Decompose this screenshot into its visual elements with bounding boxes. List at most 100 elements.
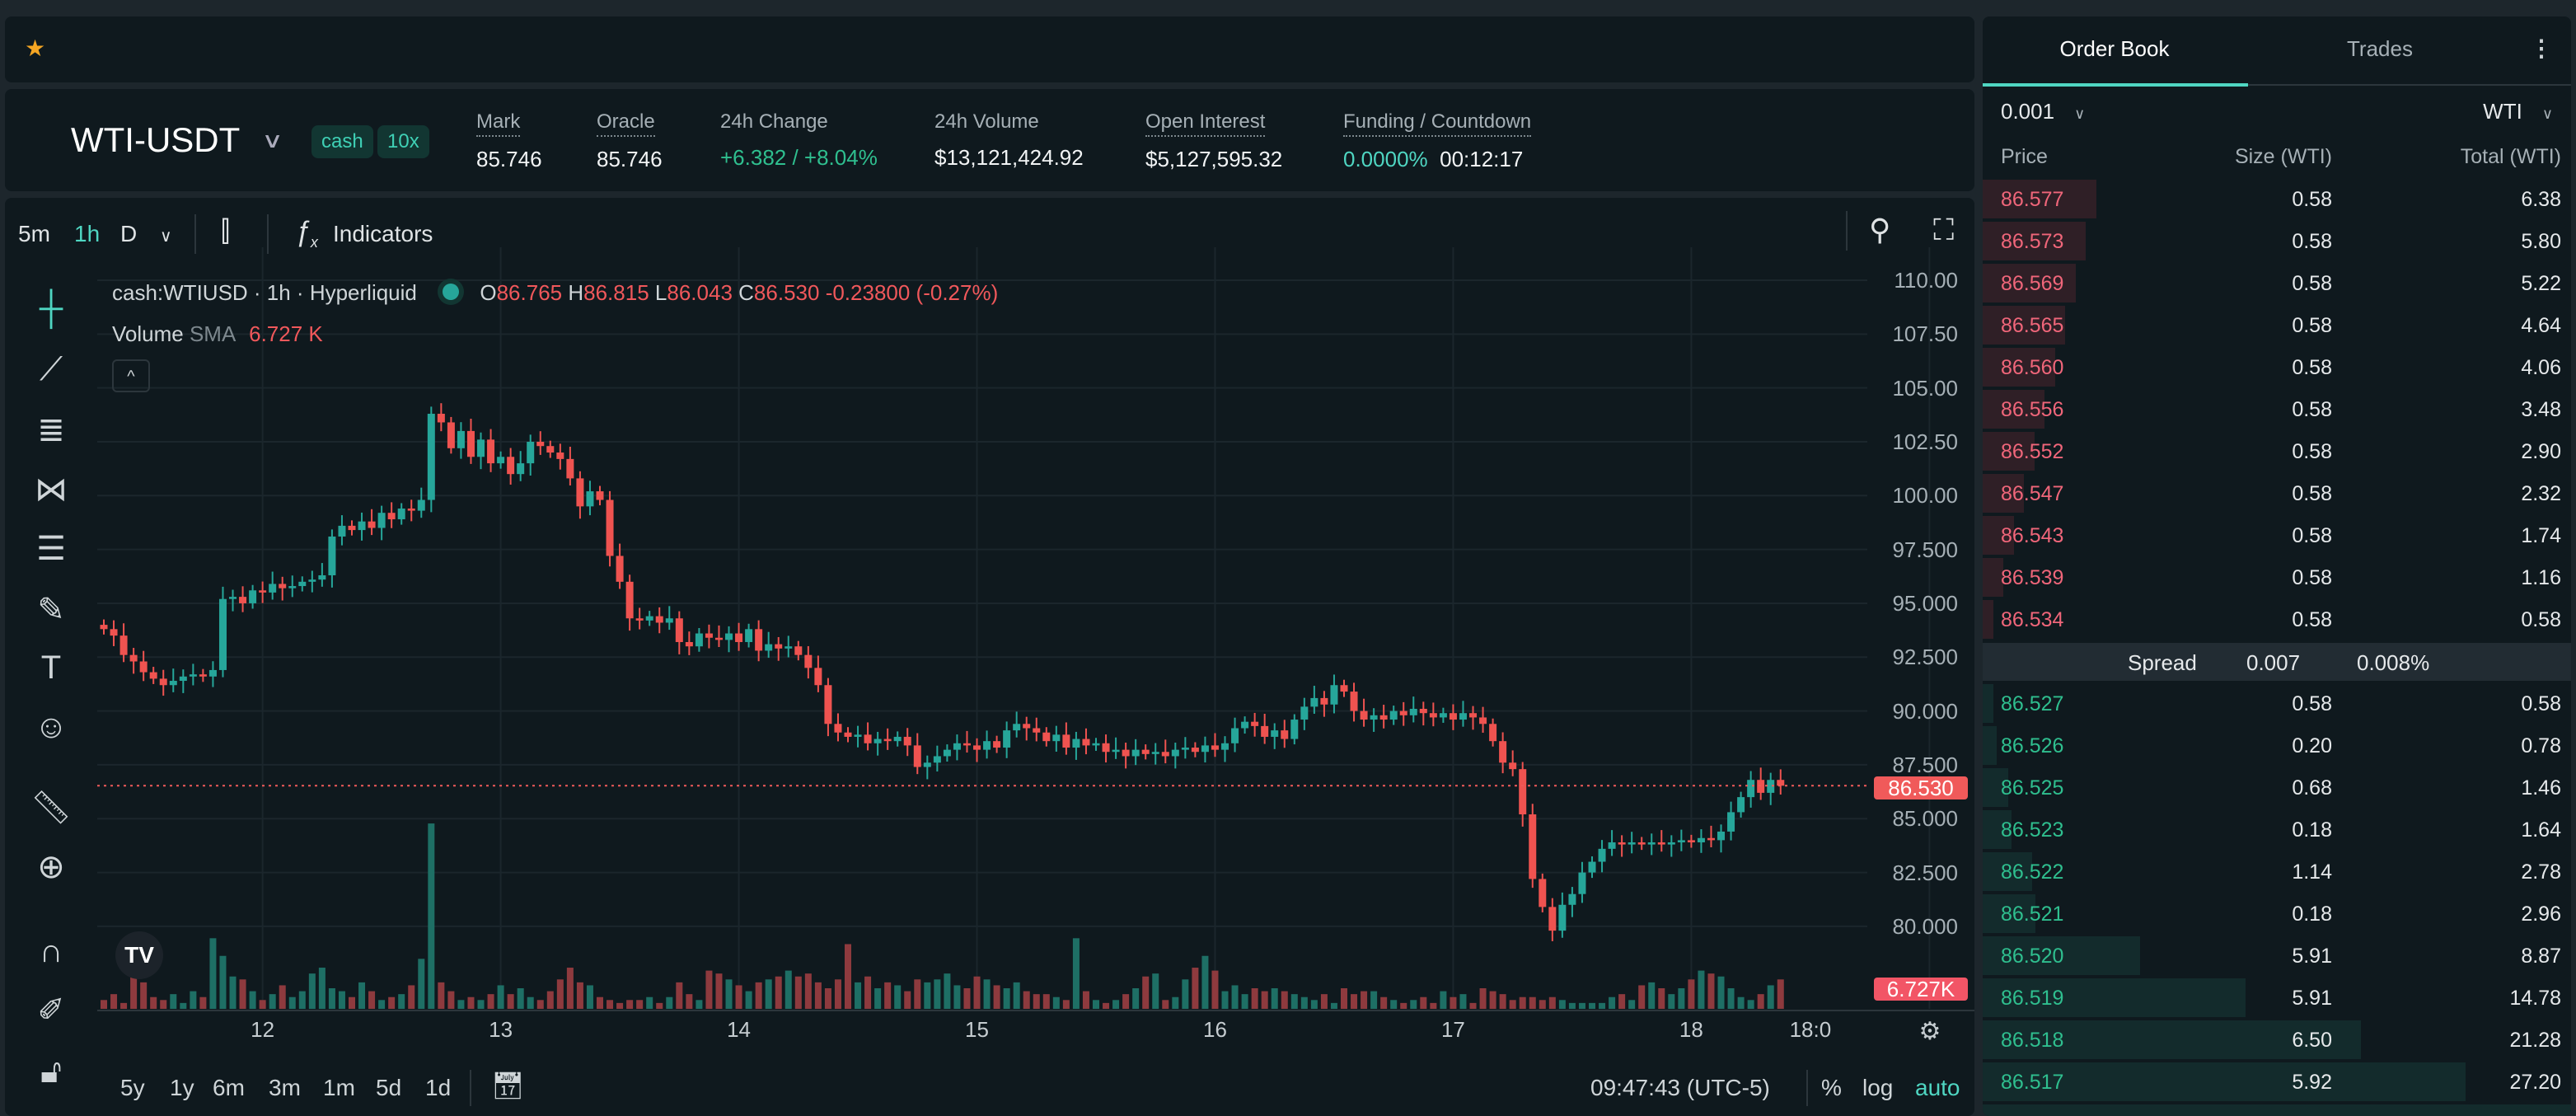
candle-body xyxy=(1300,706,1309,720)
ask-row[interactable]: 86.547 0.58 2.32 xyxy=(1983,472,2571,514)
settings-icon[interactable]: ⚙ xyxy=(1918,1018,1941,1045)
zoom-in-icon[interactable]: ⊕ xyxy=(37,849,65,885)
price-tick-label: 92.500 xyxy=(1892,645,1958,670)
candle-body xyxy=(973,745,981,750)
bid-row[interactable]: 86.518 6.50 21.28 xyxy=(1983,1019,2571,1061)
ask-row[interactable]: 86.539 0.58 1.16 xyxy=(1983,556,2571,598)
auto-toggle[interactable]: auto xyxy=(1915,1075,1960,1100)
interval-1h[interactable]: 1h xyxy=(74,221,101,246)
brush-icon[interactable]: ✎ xyxy=(37,592,65,628)
candlestick-icon[interactable]: ⫿ xyxy=(221,216,230,247)
bid-row[interactable]: 86.527 0.58 0.58 xyxy=(1983,682,2571,724)
range-1y[interactable]: 1y xyxy=(170,1075,194,1100)
fullscreen-icon[interactable]: ⛶ xyxy=(1933,213,1955,246)
bid-row[interactable]: 86.520 5.91 8.87 xyxy=(1983,935,2571,977)
text-icon[interactable]: T xyxy=(40,649,62,686)
range-5y[interactable]: 5y xyxy=(120,1075,145,1100)
date-range-icon[interactable]: 📅︎ xyxy=(491,1071,525,1100)
ask-row[interactable]: 86.556 0.58 3.48 xyxy=(1983,388,2571,430)
total-cell: 2.78 xyxy=(2521,860,2561,884)
candle-body xyxy=(814,668,822,686)
ask-row[interactable]: 86.543 0.58 1.74 xyxy=(1983,514,2571,556)
log-toggle[interactable]: log xyxy=(1862,1075,1894,1100)
unlock-icon[interactable]: 🔓︎ xyxy=(40,1053,62,1090)
range-5d[interactable]: 5d xyxy=(376,1075,402,1100)
bid-row[interactable]: 86.515 5.92 33.12 xyxy=(1983,1103,2571,1116)
candle-body xyxy=(645,616,653,621)
ask-row[interactable]: 86.565 0.58 4.64 xyxy=(1983,304,2571,346)
interval-d[interactable]: D xyxy=(120,221,138,246)
symbol-selector[interactable]: WTI-USDT ∨ xyxy=(71,120,283,160)
price-chart[interactable] xyxy=(5,198,1974,1116)
volume-bar xyxy=(884,982,892,1009)
volume-bar xyxy=(686,994,693,1009)
ask-row[interactable]: 86.573 0.58 5.80 xyxy=(1983,220,2571,262)
volume-bar xyxy=(269,994,276,1009)
leverage-badge[interactable]: 10x xyxy=(377,125,429,158)
last-price-tag: 86.530 xyxy=(1874,776,1968,799)
fib-icon[interactable]: ☰ xyxy=(36,531,66,567)
bid-row[interactable]: 86.523 0.18 1.64 xyxy=(1983,809,2571,851)
stat-label: Funding / Countdown xyxy=(1343,110,1532,137)
range-1m[interactable]: 1m xyxy=(323,1075,355,1100)
bid-row[interactable]: 86.526 0.20 0.78 xyxy=(1983,724,2571,767)
range-1d[interactable]: 1d xyxy=(425,1075,452,1100)
volume-bar xyxy=(904,991,911,1009)
ask-row[interactable]: 86.569 0.58 5.22 xyxy=(1983,262,2571,304)
volume-bar xyxy=(1628,1000,1636,1009)
total-cell: 6.38 xyxy=(2521,188,2561,211)
candle-body xyxy=(1052,734,1061,742)
collapse-legend-button[interactable]: ^ xyxy=(112,359,150,392)
tab-trades[interactable]: Trades xyxy=(2347,36,2413,61)
volume-bar xyxy=(338,991,345,1009)
clock-time[interactable]: 09:47:43 (UTC-5) xyxy=(1590,1075,1770,1100)
more-options-icon[interactable]: ⋮ xyxy=(2530,35,2553,61)
candle-body xyxy=(625,581,634,619)
bid-row[interactable]: 86.525 0.68 1.46 xyxy=(1983,767,2571,809)
pattern-icon[interactable]: ⋈ xyxy=(35,471,68,508)
ask-row[interactable]: 86.577 0.58 6.38 xyxy=(1983,178,2571,220)
horizontal-lines-icon[interactable]: ≣ xyxy=(37,412,65,448)
ask-row[interactable]: 86.552 0.58 2.90 xyxy=(1983,430,2571,472)
trend-line-icon[interactable]: ⟋ xyxy=(40,351,63,387)
volume-bar xyxy=(1757,994,1764,1009)
chevron-down-icon[interactable]: ∨ xyxy=(160,227,172,246)
bid-row[interactable]: 86.521 0.18 2.96 xyxy=(1983,893,2571,935)
lock-drawings-icon[interactable]: ✐ xyxy=(37,992,65,1029)
volume-bar xyxy=(398,994,405,1009)
volume-bar xyxy=(934,979,941,1009)
volume-bar xyxy=(1271,988,1278,1009)
bid-row[interactable]: 86.522 1.14 2.78 xyxy=(1983,851,2571,893)
crosshair-icon[interactable]: ┼ xyxy=(39,290,63,326)
tab-order-book[interactable]: Order Book xyxy=(2059,36,2170,61)
ruler-icon[interactable]: 📏︎ xyxy=(30,790,73,826)
percent-toggle[interactable]: % xyxy=(1821,1075,1842,1100)
range-3m[interactable]: 3m xyxy=(269,1075,301,1100)
candle-body xyxy=(487,439,495,464)
candle-body xyxy=(1161,752,1169,757)
volume-bar xyxy=(1142,976,1150,1009)
price-cell: 86.577 xyxy=(2001,188,2064,211)
price-cell: 86.525 xyxy=(2001,776,2064,799)
price-cell: 86.521 xyxy=(2001,903,2064,926)
unit-select[interactable]: WTI ∨ xyxy=(2483,99,2553,124)
volume-bar xyxy=(834,979,841,1009)
bid-row[interactable]: 86.517 5.92 27.20 xyxy=(1983,1061,2571,1103)
interval-5m[interactable]: 5m xyxy=(18,221,50,246)
star-icon[interactable]: ★ xyxy=(25,35,46,61)
bid-row[interactable]: 86.519 5.91 14.78 xyxy=(1983,977,2571,1019)
total-cell: 8.87 xyxy=(2521,945,2561,968)
emoji-icon[interactable]: ☺ xyxy=(34,709,68,745)
range-6m[interactable]: 6m xyxy=(213,1075,245,1100)
volume-bar xyxy=(428,823,435,1009)
size-cell: 0.20 xyxy=(2292,734,2332,757)
ask-row[interactable]: 86.560 0.58 4.06 xyxy=(1983,346,2571,388)
price-cell: 86.520 xyxy=(2001,945,2064,968)
ask-row[interactable]: 86.534 0.58 0.58 xyxy=(1983,598,2571,640)
tick-size-select[interactable]: 0.001 ∨ xyxy=(2001,99,2085,124)
total-cell: 14.78 xyxy=(2509,987,2561,1010)
volume-bar xyxy=(556,979,564,1009)
quick-search-icon[interactable]: ⚲ xyxy=(1869,213,1891,246)
indicators-button[interactable]: Indicators xyxy=(333,221,433,246)
magnet-icon[interactable]: ∩ xyxy=(39,933,63,969)
